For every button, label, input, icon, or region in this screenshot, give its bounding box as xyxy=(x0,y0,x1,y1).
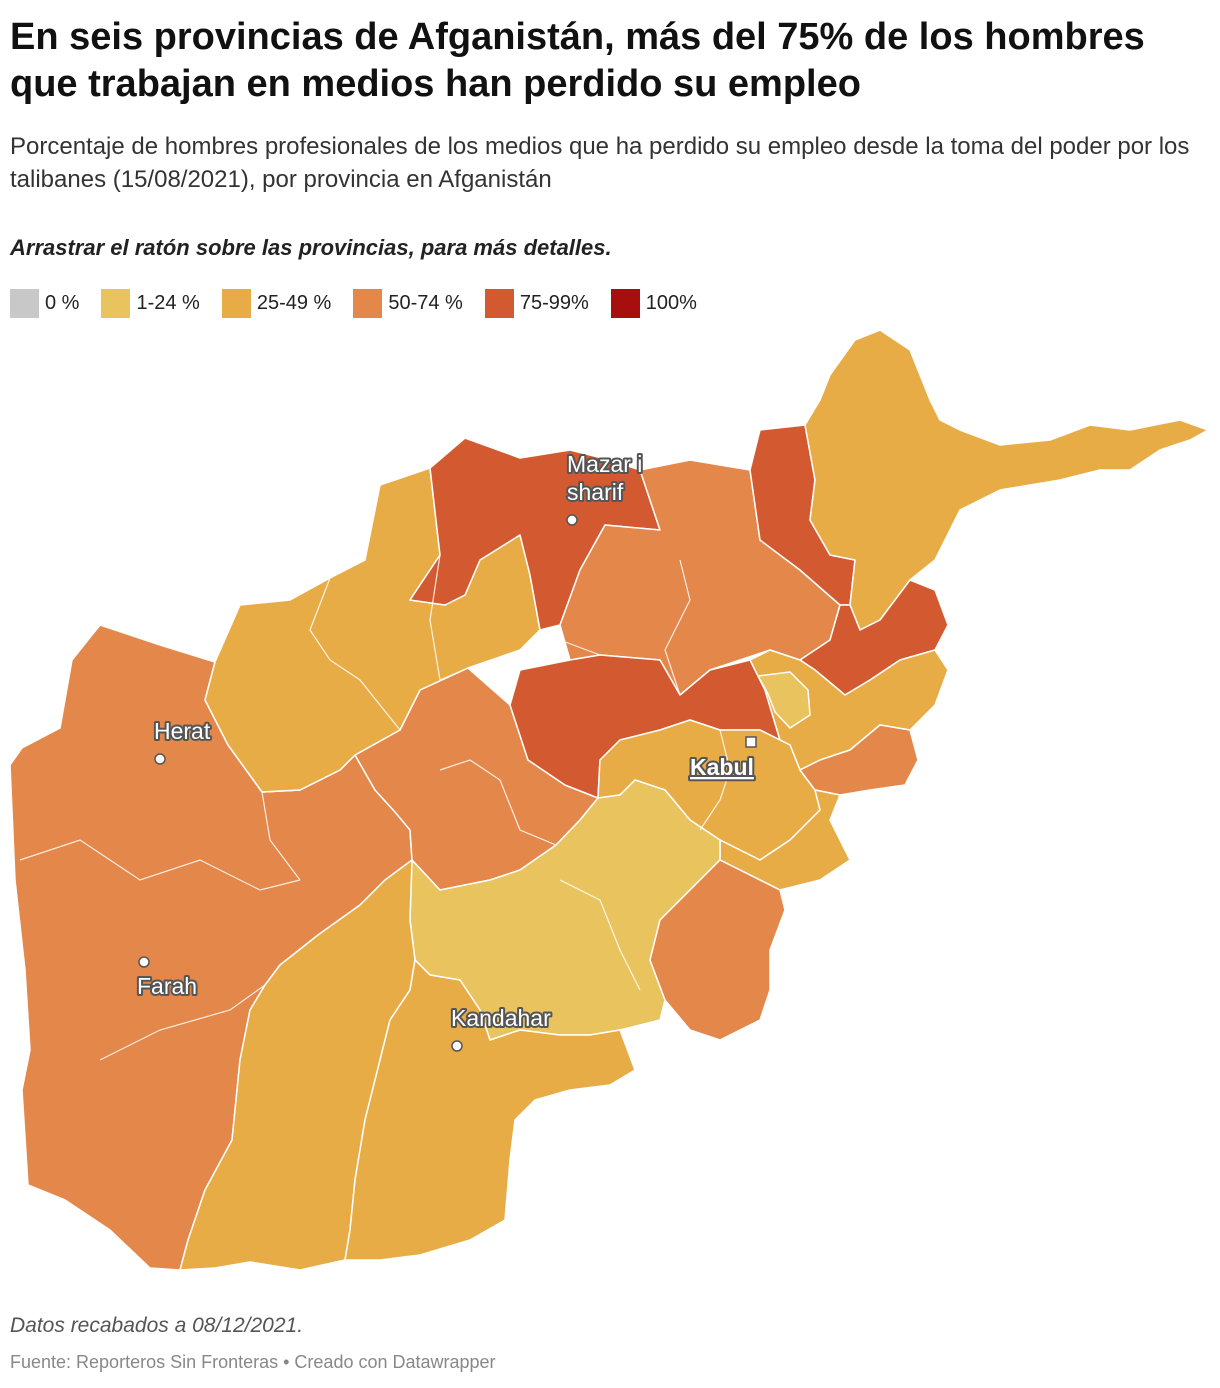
province-nangarhar[interactable] xyxy=(799,724,919,796)
data-date-note: Datos recabados a 08/12/2021. xyxy=(10,1314,304,1337)
legend-swatch-1-24 xyxy=(101,289,131,318)
legend-item-100: 100% xyxy=(610,289,697,318)
city-markers xyxy=(138,514,757,1052)
legend-item-25-49: 25-49 % xyxy=(221,289,332,318)
chart-subtitle: Porcentaje de hombres profesionales de l… xyxy=(10,133,1190,193)
legend-label-100: 100% xyxy=(645,292,697,314)
legend-swatch-100 xyxy=(610,289,640,318)
source-credit: Fuente: Reporteros Sin Fronteras • Cread… xyxy=(10,1352,496,1372)
kandahar-label: Kandahar xyxy=(451,1005,551,1031)
legend-item-1-24: 1-24 % xyxy=(101,289,200,318)
herat-marker xyxy=(154,753,166,765)
legend-swatch-0 xyxy=(10,289,39,318)
legend-item-50-74: 50-74 % xyxy=(353,289,463,318)
legend-label-25-49: 25-49 % xyxy=(256,292,332,314)
legend-item-0: 0 % xyxy=(10,289,79,318)
province-kandahar[interactable] xyxy=(344,959,636,1261)
farah-marker xyxy=(138,956,150,968)
mazar-marker xyxy=(566,514,578,526)
legend-swatch-50-74 xyxy=(353,289,383,318)
kabul-marker xyxy=(745,736,757,748)
farah-label: Farah xyxy=(137,973,197,999)
legend-label-50-74: 50-74 % xyxy=(388,292,463,314)
color-legend: 0 % 1-24 % 25-49 % 50-74 % 75-99% 100% xyxy=(10,289,697,318)
province-paktika[interactable] xyxy=(649,859,786,1041)
province-panjshir[interactable] xyxy=(757,671,811,729)
mazar-label-line2: sharif xyxy=(567,479,624,505)
legend-label-1-24: 1-24 % xyxy=(136,292,200,314)
chart-title: En seis provincias de Afganistán, más de… xyxy=(10,16,1145,105)
kabul-label: Kabul xyxy=(690,754,754,780)
legend-swatch-25-49 xyxy=(221,289,251,318)
province-badakhshan-east[interactable] xyxy=(804,329,1209,631)
hover-instruction: Arrastrar el ratón sobre las provincias,… xyxy=(10,235,612,260)
herat-label: Herat xyxy=(154,718,211,744)
legend-label-0: 0 % xyxy=(45,292,80,314)
mazar-label-line1: Mazar i xyxy=(567,451,642,477)
legend-swatch-75-99 xyxy=(484,289,514,318)
kandahar-marker xyxy=(451,1040,463,1052)
afghanistan-map: Mazar i sharif Herat Kabul Farah Kandaha… xyxy=(9,329,1209,1271)
legend-label-75-99: 75-99% xyxy=(519,292,589,314)
legend-item-75-99: 75-99% xyxy=(484,289,589,318)
